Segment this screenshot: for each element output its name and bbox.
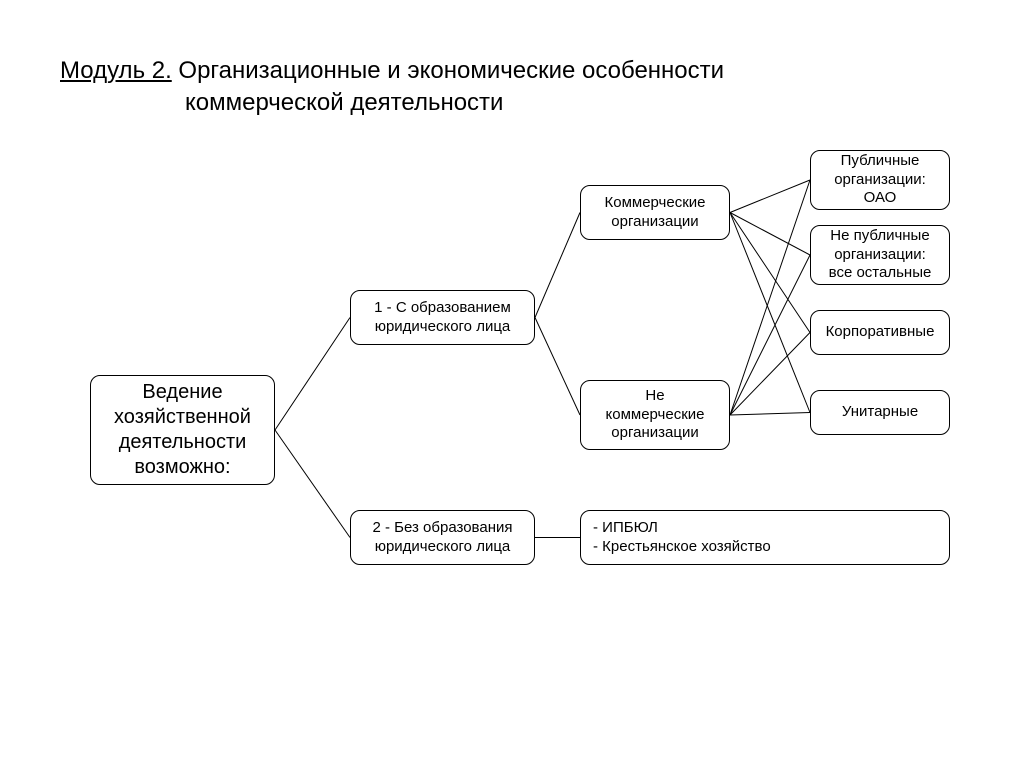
page-title: Модуль 2. Организационные и экономически… <box>60 55 724 120</box>
node-c4: Унитарные <box>810 390 950 435</box>
title-rest1: Организационные и экономические особенно… <box>172 57 724 84</box>
node-c3: Корпоративные <box>810 310 950 355</box>
edge-a1-b1 <box>535 213 580 318</box>
edge-b2-c1 <box>730 180 810 415</box>
title-prefix: Модуль 2. <box>60 57 172 84</box>
node-c1: Публичныеорганизации:ОАО <box>810 150 950 210</box>
node-b1: Коммерческиеорганизации <box>580 185 730 240</box>
edge-b2-c2 <box>730 255 810 415</box>
edge-b1-c4 <box>730 213 810 413</box>
edge-b2-c4 <box>730 413 810 416</box>
node-a1: 1 - С образованиемюридического лица <box>350 290 535 345</box>
edge-b1-c1 <box>730 180 810 213</box>
node-b3: - ИПБЮЛ- Крестьянское хозяйство <box>580 510 950 565</box>
edge-b1-c2 <box>730 213 810 256</box>
node-c2: Не публичныеорганизации:все остальные <box>810 225 950 285</box>
edge-root-a1 <box>275 318 350 431</box>
edge-a1-b2 <box>535 318 580 416</box>
edge-b2-c3 <box>730 333 810 416</box>
node-b2: Некоммерческиеорганизации <box>580 380 730 450</box>
title-line2: коммерческой деятельности <box>60 87 724 119</box>
node-a2: 2 - Без образованияюридического лица <box>350 510 535 565</box>
node-root: Ведениехозяйственнойдеятельностивозможно… <box>90 375 275 485</box>
edge-b1-c3 <box>730 213 810 333</box>
diagram-canvas: Модуль 2. Организационные и экономически… <box>0 0 1024 767</box>
edge-root-a2 <box>275 430 350 538</box>
